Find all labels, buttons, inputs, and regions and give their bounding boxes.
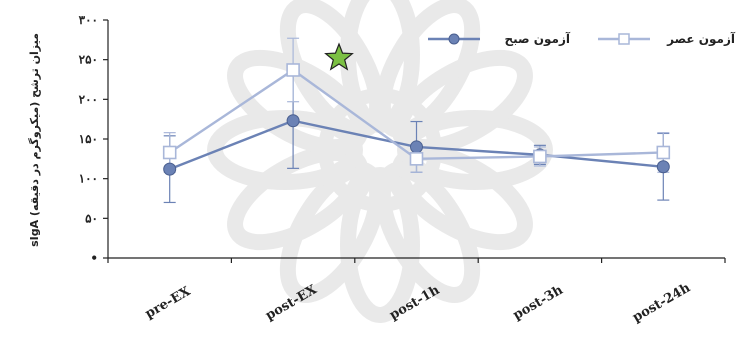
y-tick-label: ۲۵۰ [79, 53, 98, 67]
y-tick-label: ۱۵۰ [79, 132, 98, 146]
x-tick-label: post-24h [630, 280, 693, 325]
y-tick-label: • [90, 251, 98, 265]
legend-label: آزمون عصر [666, 31, 736, 47]
star-icon [324, 42, 354, 71]
data-point [286, 63, 300, 77]
watermark-core [318, 88, 442, 212]
legend-marker [618, 33, 630, 45]
y-axis-label: sIgA میزان ترشح (میکروگرم در دقیقه) [28, 33, 41, 247]
legend: آزمون صبح آزمون عصر [428, 31, 736, 47]
data-point [163, 162, 177, 176]
watermark-petal [391, 49, 533, 156]
data-point [409, 152, 424, 166]
data-point [286, 114, 300, 128]
data-point [162, 145, 177, 160]
annotations [324, 42, 354, 71]
data-point [410, 140, 423, 154]
x-tick-label: pre-EX [143, 284, 194, 322]
legend-marker [448, 33, 460, 45]
legend-label: آزمون صبح [504, 31, 570, 47]
data-point [656, 160, 670, 174]
data-point [533, 149, 547, 164]
y-axis: • ۵۰ ۱۰۰ ۱۵۰ ۲۰۰ ۲۵۰ ۳۰۰ [79, 13, 109, 265]
x-tick-label: post-3h [511, 282, 567, 323]
series-markers [162, 63, 671, 176]
y-tick-label: ۱۰۰ [79, 172, 98, 186]
y-tick-label: ۳۰۰ [79, 13, 98, 27]
y-tick-label: ۵۰ [85, 211, 98, 225]
data-point [656, 145, 671, 160]
y-tick-label: ۲۰۰ [79, 92, 98, 106]
